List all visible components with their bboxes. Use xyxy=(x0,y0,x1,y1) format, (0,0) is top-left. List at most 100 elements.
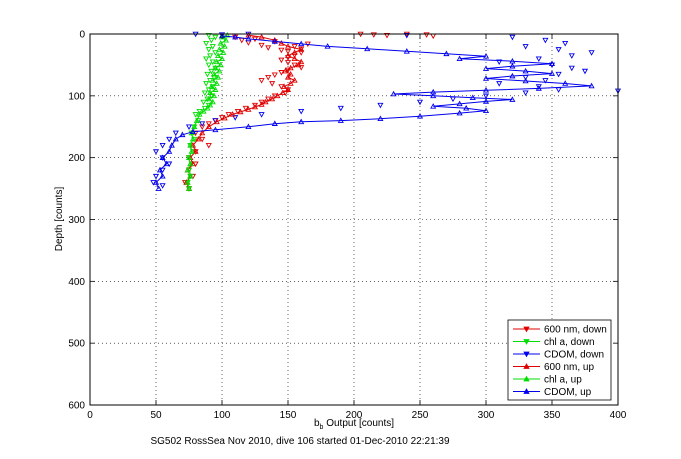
x-tick-label: 100 xyxy=(214,410,231,421)
data-point xyxy=(192,148,199,154)
x-axis-label-main: b xyxy=(314,418,320,429)
data-point xyxy=(211,70,218,77)
data-point xyxy=(200,99,207,106)
data-point xyxy=(298,50,305,56)
data-point xyxy=(568,53,575,59)
x-tick-label: 0 xyxy=(87,410,93,421)
data-point xyxy=(271,38,278,44)
data-point xyxy=(287,80,294,86)
data-point xyxy=(208,37,215,44)
data-point xyxy=(562,40,569,47)
data-point xyxy=(258,33,265,40)
data-point xyxy=(199,121,206,127)
data-point xyxy=(542,37,549,44)
x-axis-label-subscript: b xyxy=(320,424,324,431)
data-point xyxy=(209,59,216,66)
data-point xyxy=(242,105,249,112)
data-point xyxy=(205,32,212,39)
data-point xyxy=(535,84,542,90)
data-point xyxy=(482,75,490,81)
data-point xyxy=(216,67,223,74)
data-point xyxy=(166,148,173,154)
data-point xyxy=(588,82,595,89)
data-point xyxy=(423,32,430,38)
data-point xyxy=(258,42,265,49)
data-point xyxy=(196,111,203,117)
data-point xyxy=(209,77,216,83)
data-point xyxy=(403,32,410,39)
data-point xyxy=(203,56,210,62)
data-point xyxy=(548,60,556,66)
data-point xyxy=(205,121,212,127)
data-point xyxy=(225,112,232,118)
legend-marker xyxy=(523,375,530,382)
data-point xyxy=(172,135,179,142)
data-point xyxy=(522,67,529,74)
data-point xyxy=(456,100,463,107)
data-point xyxy=(383,32,391,39)
data-point xyxy=(212,34,219,41)
data-point xyxy=(159,143,166,149)
data-point xyxy=(213,58,220,65)
data-point xyxy=(509,34,516,41)
data-point xyxy=(187,172,194,179)
series-4 xyxy=(184,32,231,191)
data-point xyxy=(271,72,278,79)
data-point xyxy=(251,102,259,109)
data-point xyxy=(204,104,211,111)
data-point xyxy=(287,70,294,77)
data-point xyxy=(187,142,194,148)
data-point xyxy=(430,103,437,109)
data-point xyxy=(221,43,228,49)
data-point xyxy=(298,118,305,125)
y-tick-label: 100 xyxy=(68,91,85,102)
data-point xyxy=(205,95,212,102)
data-point xyxy=(265,45,272,51)
data-point xyxy=(265,96,272,103)
data-point xyxy=(251,103,259,110)
data-point xyxy=(284,86,292,92)
y-tick-label: 0 xyxy=(79,30,85,41)
data-point xyxy=(179,131,186,138)
data-point xyxy=(211,92,218,99)
data-point xyxy=(291,52,298,59)
legend-label: 600 nm, up xyxy=(544,362,594,373)
x-tick-label: 200 xyxy=(346,410,363,421)
data-point xyxy=(199,136,206,143)
data-point xyxy=(269,95,276,102)
series-layer xyxy=(150,31,622,192)
data-point xyxy=(291,77,298,83)
data-point xyxy=(291,62,298,69)
data-point xyxy=(214,74,222,80)
data-point xyxy=(588,50,595,56)
data-point xyxy=(212,118,219,124)
legend-marker xyxy=(523,388,530,394)
data-point xyxy=(337,105,344,112)
y-tick-label: 500 xyxy=(68,339,85,350)
data-point xyxy=(271,36,278,43)
legend-marker xyxy=(523,351,530,358)
data-point xyxy=(195,135,202,142)
data-point xyxy=(278,47,285,54)
x-axis: 0 50 100 150 200 250 300 350 400 xyxy=(87,34,627,421)
data-point xyxy=(205,143,212,149)
data-point xyxy=(245,35,252,42)
data-point xyxy=(522,90,529,96)
data-point xyxy=(509,57,516,64)
data-point xyxy=(295,61,302,68)
data-point xyxy=(482,107,490,113)
data-point xyxy=(212,126,219,133)
data-point xyxy=(298,65,305,71)
data-point xyxy=(443,50,450,57)
data-point xyxy=(548,70,556,76)
data-point xyxy=(522,77,529,84)
legend-marker xyxy=(523,326,530,333)
legend-label: 600 nm, down xyxy=(544,325,607,336)
data-point xyxy=(482,98,490,104)
data-point xyxy=(581,68,589,75)
data-point xyxy=(482,87,490,93)
data-point xyxy=(192,112,199,118)
data-point xyxy=(509,96,516,102)
data-point xyxy=(217,40,224,46)
